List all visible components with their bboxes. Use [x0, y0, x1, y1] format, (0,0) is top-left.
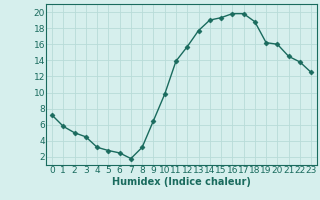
X-axis label: Humidex (Indice chaleur): Humidex (Indice chaleur) [112, 177, 251, 187]
